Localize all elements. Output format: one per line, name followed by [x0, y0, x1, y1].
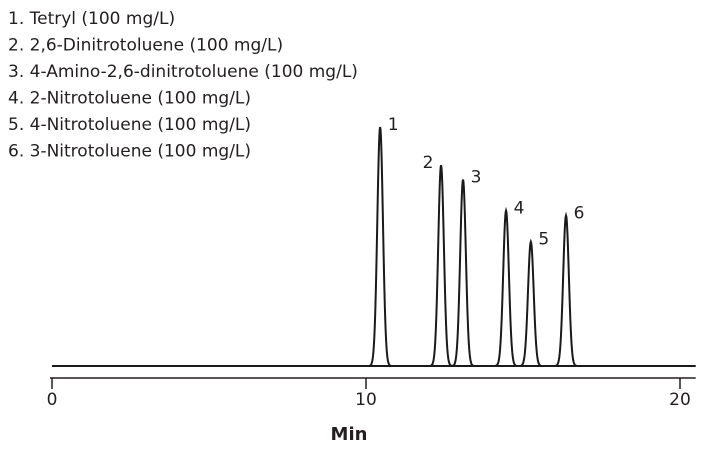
- peak: [550, 211, 582, 367]
- x-tick-label: 20: [669, 390, 691, 410]
- x-axis-label: Min: [331, 424, 368, 445]
- legend-item: 3. 4-Amino-2,6-dinitrotoluene (100 mg/L): [8, 62, 358, 82]
- peak-label: 5: [538, 230, 549, 250]
- x-tick-label: 0: [47, 390, 58, 410]
- x-tick-label: 10: [355, 390, 377, 410]
- peak: [447, 179, 479, 367]
- legend-item: 5. 4-Nitrotoluene (100 mg/L): [8, 115, 251, 135]
- peak-label: 3: [471, 168, 482, 188]
- legend-item: 2. 2,6-Dinitrotoluene (100 mg/L): [8, 36, 283, 56]
- peak: [490, 206, 522, 367]
- peak-label: 2: [423, 153, 434, 173]
- peak: [515, 238, 547, 367]
- peak: [364, 126, 396, 367]
- legend-item: 1. Tetryl (100 mg/L): [8, 9, 175, 29]
- peak: [425, 165, 457, 367]
- peak-label: 1: [388, 115, 399, 135]
- legend-item: 4. 2-Nitrotoluene (100 mg/L): [8, 89, 251, 109]
- legend-item: 6. 3-Nitrotoluene (100 mg/L): [8, 142, 251, 162]
- peak-label: 4: [514, 199, 525, 219]
- peak-label: 6: [574, 203, 585, 223]
